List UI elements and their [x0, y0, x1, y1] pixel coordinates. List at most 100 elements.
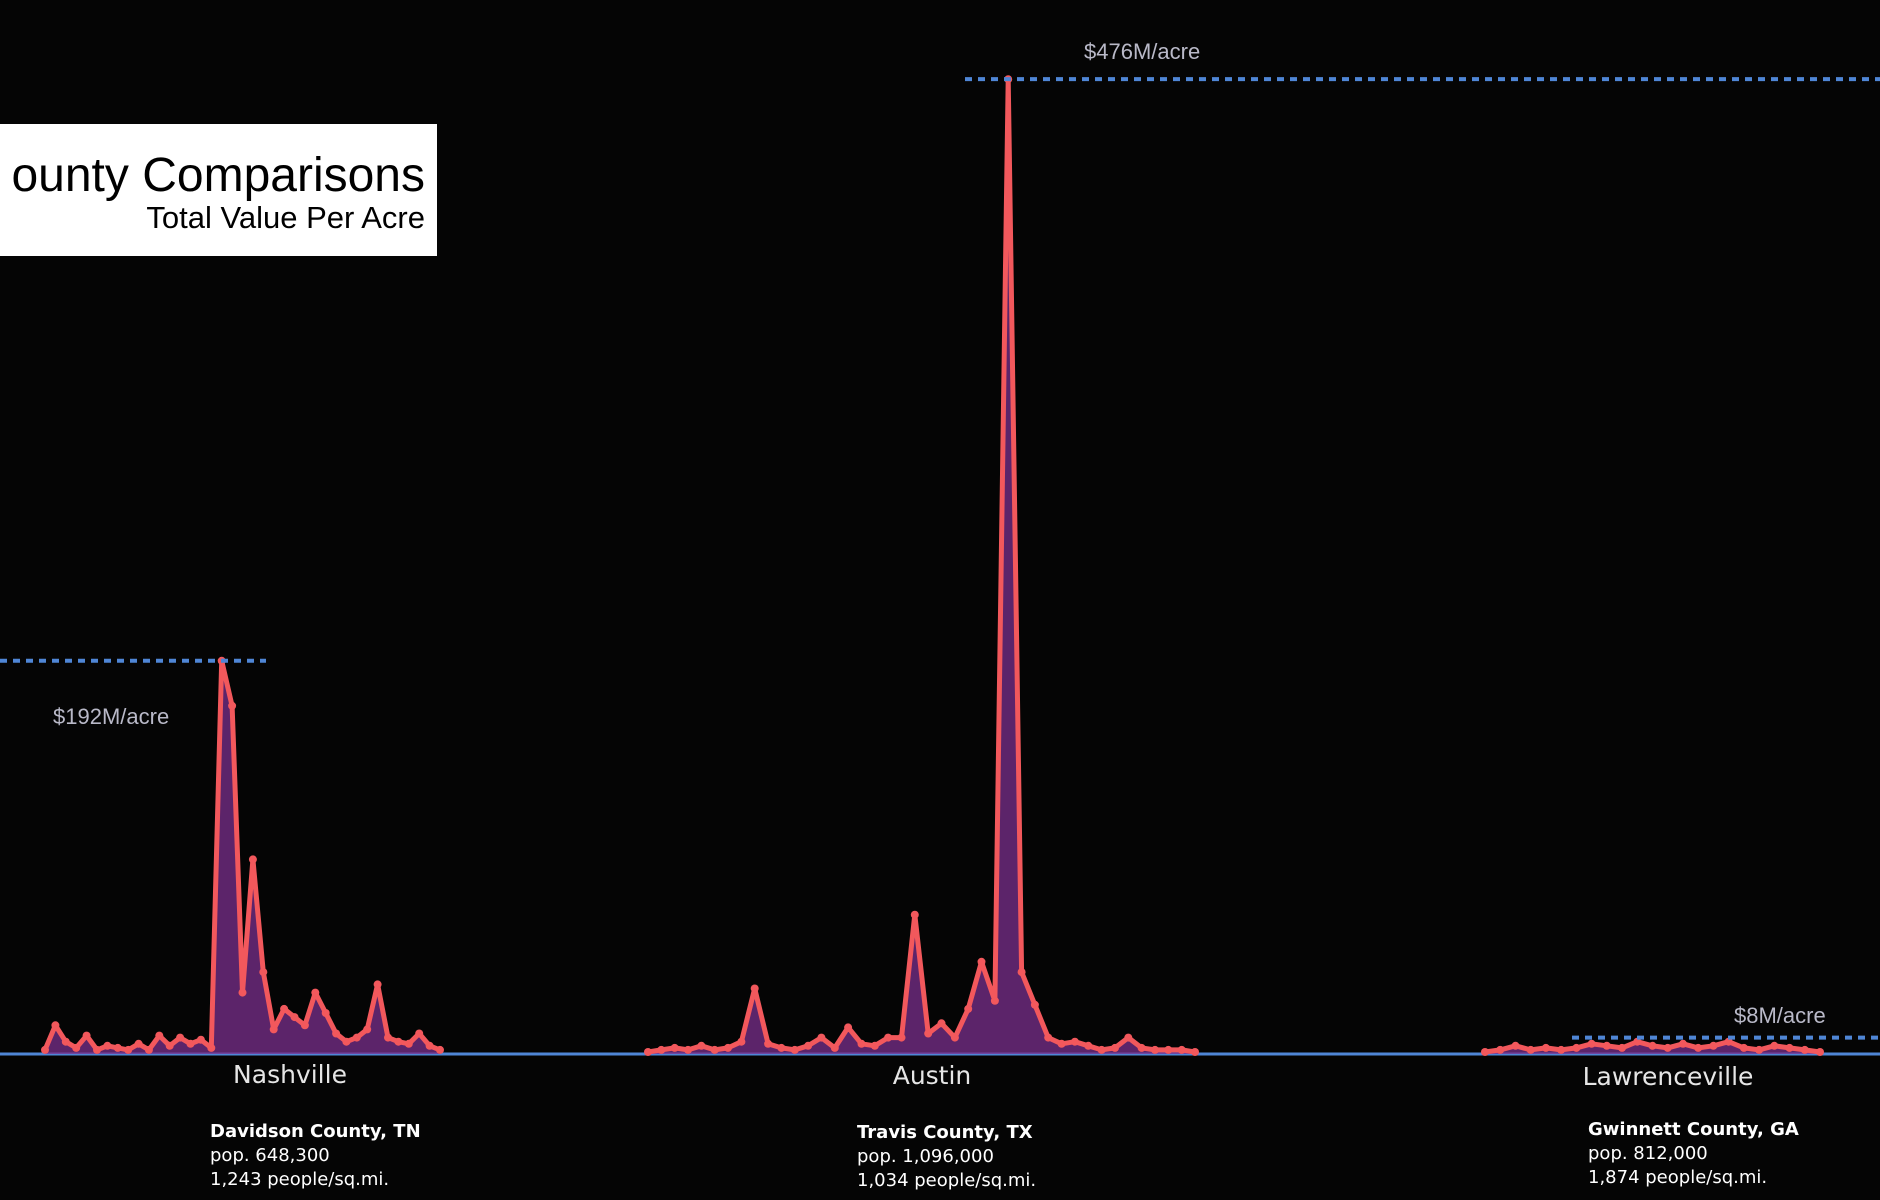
county-population: pop. 812,000	[1588, 1143, 1708, 1164]
data-point-lawrenceville	[1755, 1045, 1764, 1054]
county-info-travis: Travis County, TX pop. 1,096,000 1,034 p…	[857, 1121, 1036, 1193]
city-label-austin: Austin	[892, 1061, 972, 1090]
data-point-nashville	[384, 1033, 392, 1042]
data-point-austin	[724, 1043, 732, 1052]
data-point-nashville	[196, 1035, 205, 1044]
data-point-lawrenceville	[1496, 1045, 1505, 1054]
data-point-austin	[950, 1033, 959, 1042]
data-point-lawrenceville	[1739, 1043, 1748, 1052]
data-point-nashville	[103, 1041, 112, 1050]
county-info-gwinnett: Gwinnett County, GA pop. 812,000 1,874 p…	[1588, 1118, 1799, 1190]
data-point-austin	[910, 910, 919, 919]
city-label-nashville: Nashville	[233, 1060, 347, 1089]
data-point-nashville	[93, 1045, 101, 1054]
data-point-austin	[697, 1041, 706, 1050]
data-point-austin	[750, 984, 759, 993]
area-austin	[648, 79, 1195, 1054]
data-point-nashville	[394, 1037, 403, 1046]
data-point-austin	[1070, 1037, 1079, 1046]
data-point-austin	[897, 1033, 906, 1042]
data-point-austin	[644, 1048, 652, 1056]
data-point-austin	[830, 1043, 839, 1052]
data-point-nashville	[72, 1043, 81, 1052]
data-point-austin	[1017, 968, 1026, 977]
data-point-austin	[670, 1043, 679, 1052]
data-point-austin	[1124, 1033, 1133, 1042]
data-point-lawrenceville	[1541, 1043, 1550, 1052]
data-point-nashville	[41, 1045, 49, 1054]
data-point-austin	[1097, 1045, 1106, 1054]
data-point-lawrenceville	[1481, 1048, 1489, 1056]
data-point-nashville	[186, 1039, 195, 1048]
data-point-lawrenceville	[1724, 1037, 1733, 1046]
data-point-nashville	[311, 988, 320, 997]
data-point-lawrenceville	[1602, 1041, 1611, 1050]
data-point-nashville	[332, 1029, 341, 1038]
data-point-nashville	[321, 1009, 330, 1017]
data-point-nashville	[228, 701, 237, 710]
county-name: Travis County, TX	[857, 1122, 1033, 1143]
data-point-nashville	[425, 1041, 434, 1050]
data-point-nashville	[363, 1025, 372, 1034]
data-point-austin	[777, 1043, 786, 1052]
data-point-lawrenceville	[1679, 1039, 1687, 1048]
data-point-lawrenceville	[1526, 1045, 1535, 1054]
data-point-austin	[844, 1023, 853, 1032]
peak-label-lawrenceville: $8M/acre	[1734, 1003, 1826, 1028]
data-point-austin	[684, 1045, 692, 1054]
data-point-nashville	[176, 1033, 185, 1042]
data-point-nashville	[165, 1041, 174, 1050]
data-point-lawrenceville	[1557, 1045, 1566, 1054]
data-point-austin	[817, 1033, 826, 1042]
data-point-nashville	[134, 1039, 143, 1048]
county-population: pop. 1,096,000	[857, 1146, 994, 1167]
county-density: 1,874 people/sq.mi.	[1588, 1167, 1768, 1188]
county-name: Gwinnett County, GA	[1588, 1119, 1799, 1140]
data-point-lawrenceville	[1709, 1041, 1718, 1050]
data-point-nashville	[207, 1043, 216, 1052]
county-name: Davidson County, TN	[210, 1121, 421, 1142]
data-point-nashville	[280, 1004, 289, 1013]
data-point-austin	[710, 1045, 719, 1054]
data-point-nashville	[269, 1025, 278, 1034]
data-point-lawrenceville	[1770, 1041, 1779, 1050]
data-point-austin	[937, 1019, 946, 1028]
data-point-austin	[977, 957, 986, 966]
data-point-austin	[1044, 1033, 1053, 1042]
data-point-austin	[1137, 1043, 1146, 1052]
chart-subtitle: Total Value Per Acre	[146, 200, 425, 235]
data-point-austin	[924, 1029, 933, 1038]
data-point-austin	[657, 1045, 666, 1054]
county-population: pop. 648,300	[210, 1145, 330, 1166]
data-point-nashville	[342, 1037, 351, 1046]
data-point-austin	[1191, 1048, 1199, 1056]
data-point-lawrenceville	[1633, 1037, 1642, 1046]
data-point-austin	[870, 1041, 879, 1050]
data-point-nashville	[352, 1033, 361, 1042]
data-point-nashville	[124, 1045, 133, 1054]
data-point-austin	[990, 996, 999, 1005]
data-point-nashville	[300, 1021, 309, 1030]
data-point-nashville	[248, 855, 257, 864]
data-point-austin	[1030, 1000, 1039, 1009]
data-point-austin	[1084, 1041, 1093, 1050]
data-point-austin	[764, 1039, 773, 1048]
title-box: ounty Comparisons Total Value Per Acre	[0, 124, 437, 256]
data-point-nashville	[290, 1013, 299, 1022]
data-point-lawrenceville	[1785, 1043, 1794, 1052]
data-point-austin	[1177, 1045, 1186, 1054]
chart-title: ounty Comparisons	[11, 149, 425, 202]
data-point-nashville	[436, 1045, 444, 1054]
data-point-lawrenceville	[1663, 1043, 1672, 1052]
city-label-lawrenceville: Lawrenceville	[1582, 1062, 1754, 1091]
data-point-nashville	[259, 968, 268, 977]
data-point-nashville	[61, 1037, 70, 1046]
data-point-lawrenceville	[1511, 1041, 1520, 1050]
data-point-nashville	[144, 1045, 153, 1054]
data-point-lawrenceville	[1800, 1045, 1809, 1054]
data-point-nashville	[51, 1021, 60, 1030]
data-point-austin	[737, 1037, 746, 1046]
data-point-austin	[884, 1033, 893, 1042]
data-point-nashville	[373, 980, 382, 989]
